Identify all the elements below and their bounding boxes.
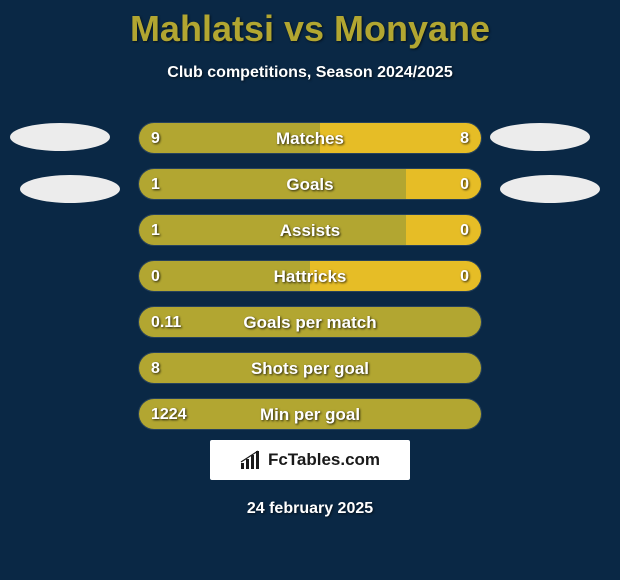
stat-row: 00Hattricks <box>138 260 482 292</box>
stat-row: 10Goals <box>138 168 482 200</box>
logo-text: FcTables.com <box>268 450 380 470</box>
team-badge-placeholder <box>20 175 120 203</box>
stat-label: Min per goal <box>139 399 481 431</box>
fctables-logo: FcTables.com <box>210 440 410 480</box>
stat-label: Goals per match <box>139 307 481 339</box>
stat-row: 8Shots per goal <box>138 352 482 384</box>
team-badge-placeholder <box>490 123 590 151</box>
stat-row: 1224Min per goal <box>138 398 482 430</box>
comparison-title: Mahlatsi vs Monyane <box>0 0 620 50</box>
stat-label: Assists <box>139 215 481 247</box>
stat-label: Matches <box>139 123 481 155</box>
stat-row: 98Matches <box>138 122 482 154</box>
stat-row: 0.11Goals per match <box>138 306 482 338</box>
bar-chart-icon <box>240 449 262 471</box>
generation-date: 24 february 2025 <box>0 500 620 518</box>
stat-bars: 98Matches 10Goals 10Assists 00Hattricks 0.11… <box>138 122 482 444</box>
stat-label: Shots per goal <box>139 353 481 385</box>
stat-label: Hattricks <box>139 261 481 293</box>
stat-row: 10Assists <box>138 214 482 246</box>
stat-label: Goals <box>139 169 481 201</box>
team-badge-placeholder <box>500 175 600 203</box>
comparison-subtitle: Club competitions, Season 2024/2025 <box>0 64 620 82</box>
team-badge-placeholder <box>10 123 110 151</box>
